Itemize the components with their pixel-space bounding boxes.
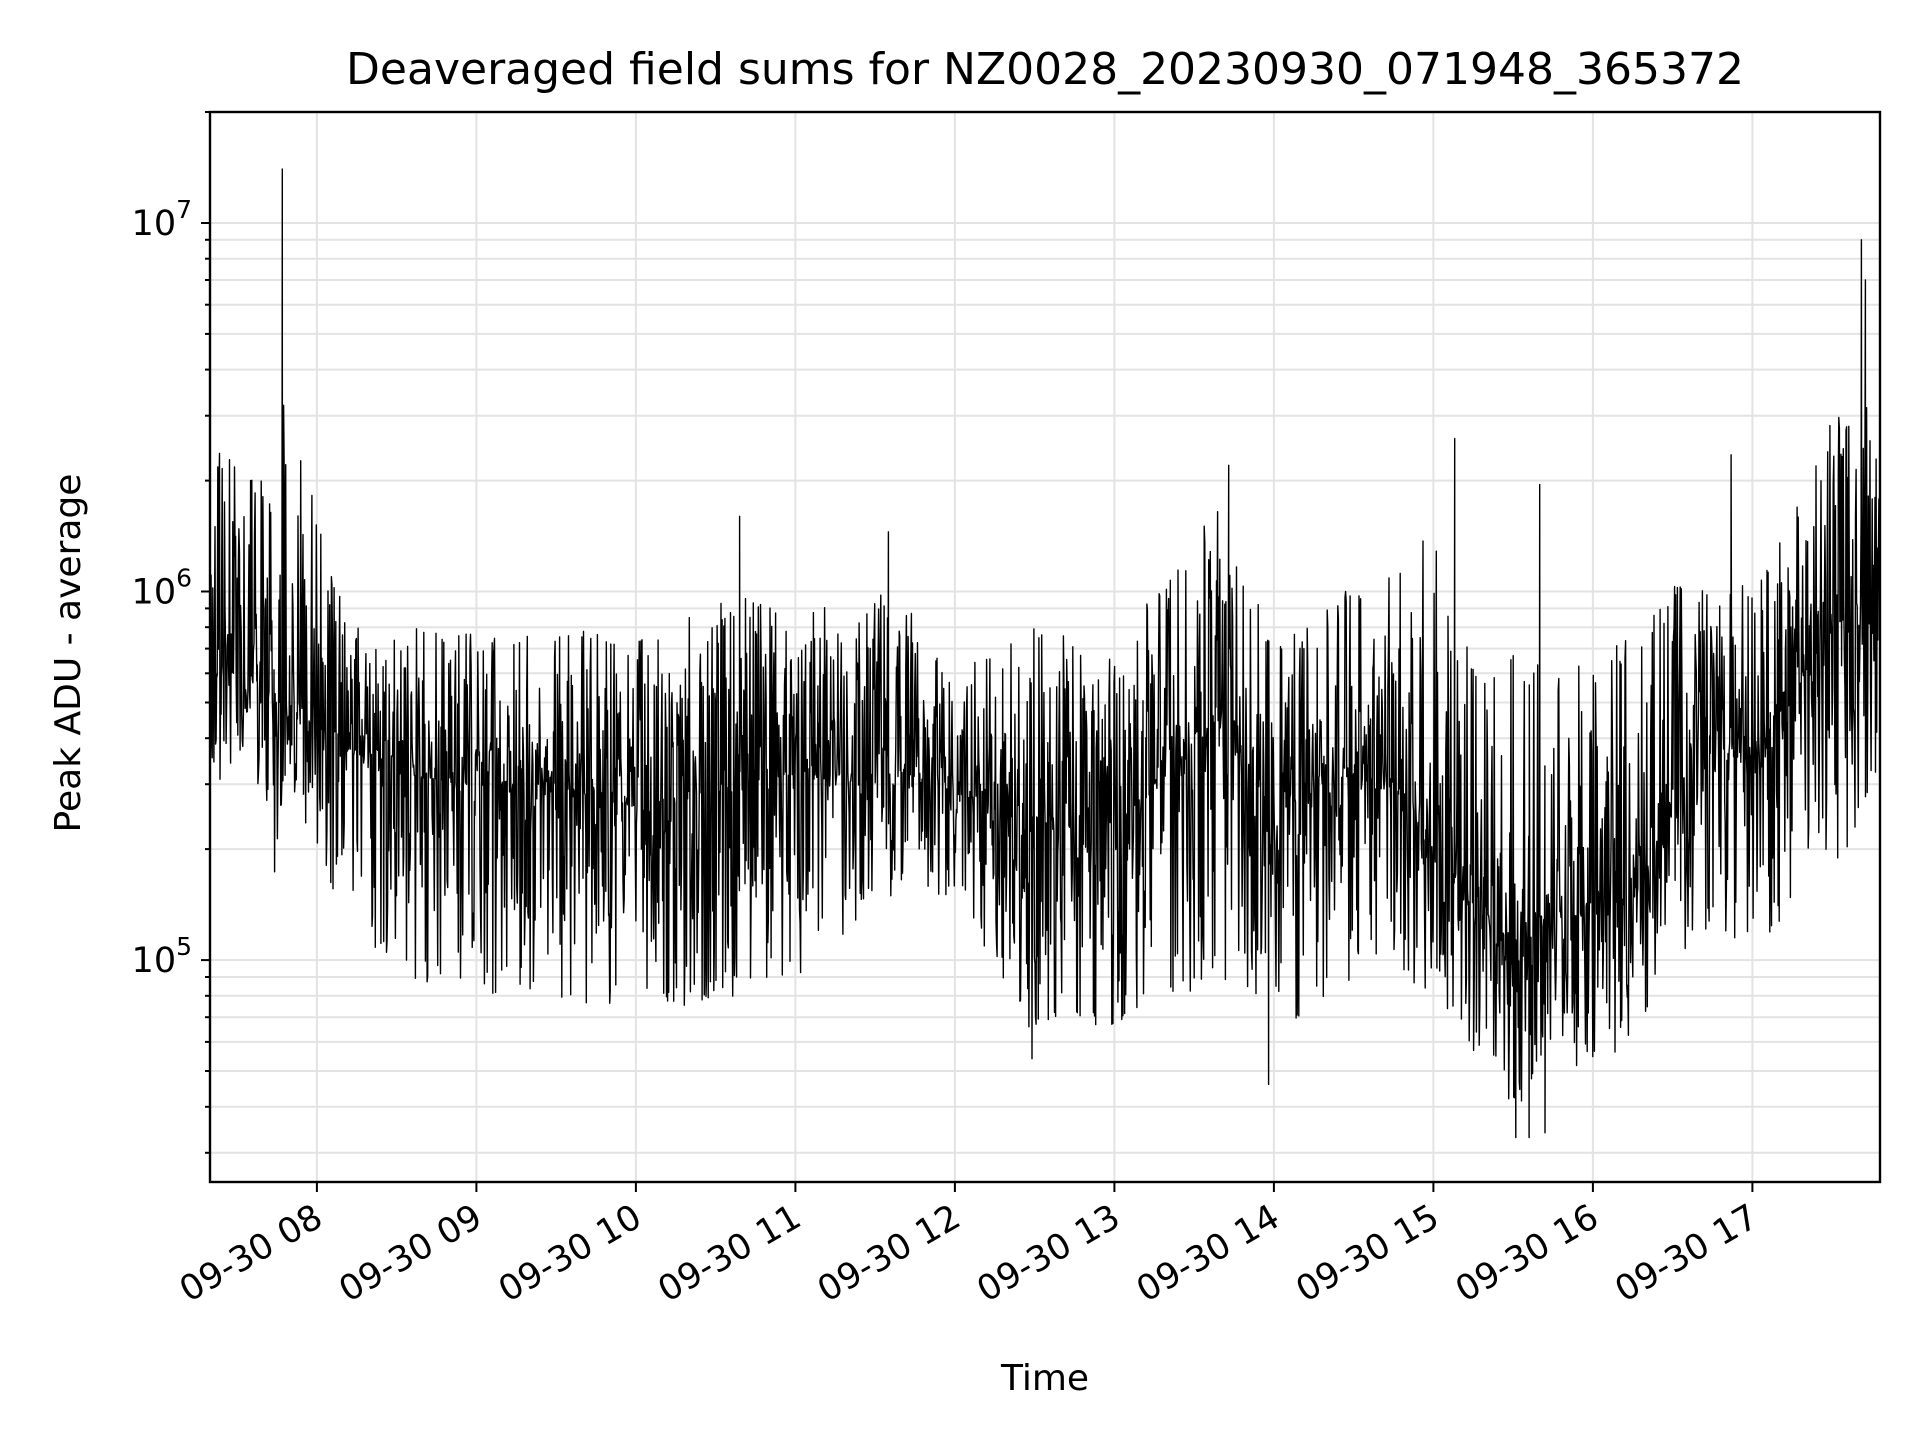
- x-tick-label: 09-30 08: [173, 1197, 329, 1310]
- x-tick-label: 09-30 14: [1130, 1197, 1286, 1310]
- grid: [210, 111, 1880, 1182]
- series-line: [209, 168, 1881, 1139]
- x-tick-label: 09-30 13: [971, 1197, 1127, 1310]
- x-axis-label: Time: [1000, 1358, 1089, 1399]
- y-tick-label: 107: [132, 195, 192, 244]
- y-tick-label: 105: [132, 932, 192, 981]
- x-tick-label: 09-30 16: [1449, 1197, 1605, 1310]
- plot-frame: [208, 110, 1882, 1184]
- x-tick-label: 09-30 10: [492, 1197, 648, 1310]
- y-axis-label: Peak ADU - average: [48, 474, 89, 833]
- chart-title: Deaveraged field sums for NZ0028_2023093…: [346, 44, 1744, 95]
- x-tick-label: 09-30 12: [811, 1197, 967, 1310]
- x-tick-label: 09-30 17: [1609, 1197, 1765, 1310]
- series-line-group: [209, 168, 1881, 1139]
- y-tick-label: 106: [132, 564, 192, 613]
- x-tick-label: 09-30 15: [1290, 1197, 1446, 1310]
- x-tick-label: 09-30 09: [333, 1197, 489, 1310]
- x-tick-label: 09-30 11: [652, 1197, 808, 1310]
